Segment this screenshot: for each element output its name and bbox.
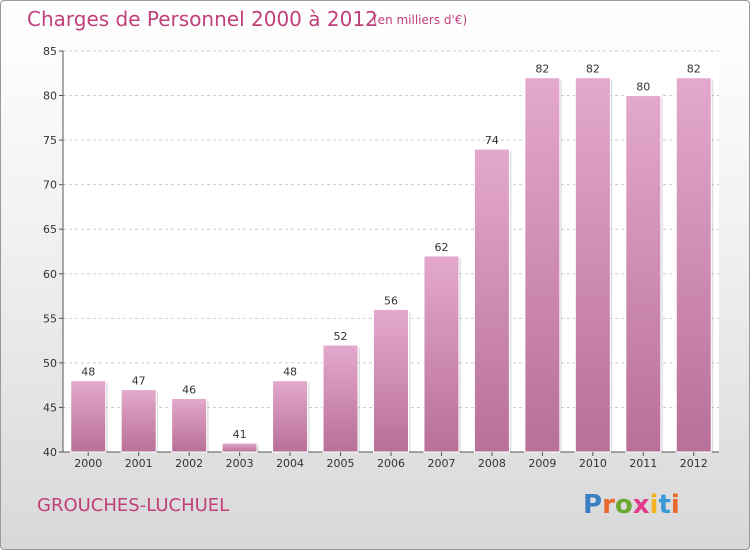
bar — [171, 398, 208, 453]
logo-letter: P — [583, 490, 603, 520]
bar-value-label: 62 — [434, 241, 448, 254]
bar-value-label: 56 — [384, 294, 398, 307]
bar-value-label: 80 — [636, 81, 650, 94]
bar — [574, 77, 611, 453]
bar — [675, 77, 712, 453]
y-tick-label: 80 — [43, 90, 57, 103]
y-tick-label: 65 — [43, 223, 57, 236]
bar-value-label: 82 — [687, 63, 701, 76]
bar-value-label: 82 — [586, 63, 600, 76]
bar — [625, 95, 662, 453]
y-tick-label: 50 — [43, 357, 57, 370]
y-tick-label: 75 — [43, 134, 57, 147]
bar — [473, 148, 510, 453]
x-tick-label: 2005 — [327, 457, 355, 470]
x-tick-label: 2009 — [528, 457, 556, 470]
x-tick-label: 2002 — [175, 457, 203, 470]
bar-value-label: 46 — [182, 384, 196, 397]
bar-value-label: 52 — [334, 330, 348, 343]
x-tick-label: 2001 — [125, 457, 153, 470]
y-tick-label: 40 — [43, 446, 57, 459]
x-tick-label: 2011 — [629, 457, 657, 470]
y-tick-label: 70 — [43, 179, 57, 192]
bar-value-label: 48 — [283, 366, 297, 379]
x-tick-label: 2007 — [427, 457, 455, 470]
bar-value-label: 47 — [132, 375, 146, 388]
x-tick-label: 2010 — [579, 457, 607, 470]
y-tick-label: 85 — [43, 45, 57, 58]
bar — [272, 380, 309, 453]
logo-letter: i — [670, 490, 680, 520]
chart-title: Charges de Personnel 2000 à 2012 — [27, 7, 378, 31]
x-tick-label: 2006 — [377, 457, 405, 470]
y-tick-label: 55 — [43, 312, 57, 325]
y-tick-label: 45 — [43, 401, 57, 414]
bar-value-label: 74 — [485, 134, 499, 147]
bar-value-label: 48 — [81, 366, 95, 379]
x-tick-label: 2008 — [478, 457, 506, 470]
proxiti-logo[interactable]: Proxiti — [583, 490, 680, 520]
logo-letter: i — [649, 490, 659, 520]
bar — [524, 77, 561, 453]
chart-subtitle: (en milliers d'€) — [373, 13, 468, 27]
bar — [221, 442, 258, 453]
x-tick-label: 2000 — [74, 457, 102, 470]
logo-letter: x — [632, 490, 650, 520]
bar-value-label: 41 — [233, 428, 247, 441]
bar — [423, 255, 460, 453]
bar — [373, 308, 409, 453]
bar — [70, 380, 107, 453]
commune-name: GROUCHES-LUCHUEL — [37, 495, 230, 516]
bar — [322, 344, 359, 453]
logo-letter: t — [658, 490, 671, 520]
logo-letter: r — [602, 490, 615, 520]
x-tick-label: 2012 — [680, 457, 708, 470]
logo-letter: o — [614, 490, 633, 520]
y-tick-label: 60 — [43, 268, 57, 281]
bar — [120, 389, 157, 453]
x-tick-label: 2004 — [276, 457, 304, 470]
x-tick-label: 2003 — [226, 457, 254, 470]
bar-value-label: 82 — [535, 63, 549, 76]
